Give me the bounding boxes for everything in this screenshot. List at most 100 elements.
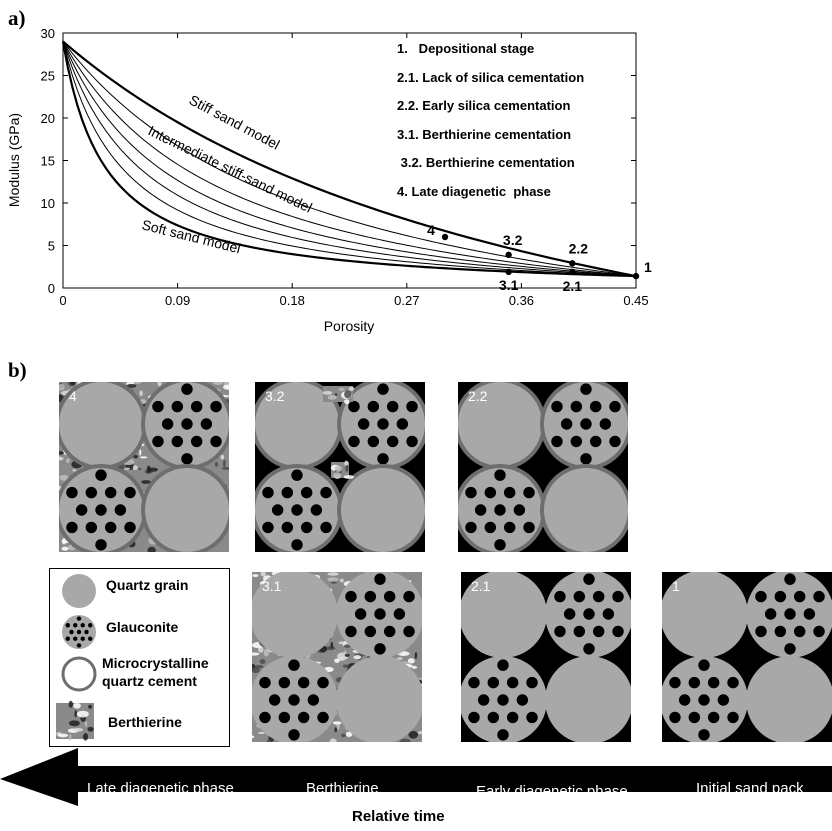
tile-stage-3-1: 3.1 bbox=[252, 572, 422, 742]
grain-pack-3-2 bbox=[255, 382, 425, 552]
quartz-grain-3 bbox=[545, 656, 631, 742]
quartz-grain-swatch bbox=[62, 574, 96, 608]
legend-item-3-2: 3.2. Berthierine cementation bbox=[397, 155, 575, 170]
glauconite-dots-1 bbox=[755, 573, 825, 655]
model-curve-1 bbox=[62, 41, 637, 277]
y-tick-label-1: 5 bbox=[48, 239, 55, 254]
x-tick-label-5: 0.45 bbox=[623, 293, 648, 308]
x-axis-label: Porosity bbox=[324, 318, 375, 334]
glauconite-swatch-dots bbox=[65, 616, 93, 648]
legend-glauconite-text: Glauconite bbox=[106, 619, 179, 635]
x-tick-label-0: 0 bbox=[59, 293, 66, 308]
legend-quartz-text: Quartz grain bbox=[106, 577, 189, 593]
mineral-legend: Quartz grain Glauconite Microcrystalline… bbox=[49, 568, 230, 747]
glauconite-swatch bbox=[62, 615, 96, 649]
quartz-grain-3 bbox=[141, 464, 229, 552]
legend-cement-text-1: Microcrystalline bbox=[102, 655, 209, 671]
curve-label-soft: Soft sand model bbox=[140, 216, 242, 256]
y-tick-label-0: 0 bbox=[48, 281, 55, 296]
x-tick-label-4: 0.36 bbox=[509, 293, 534, 308]
grain-pack-3-1 bbox=[252, 572, 422, 742]
model-curve-5 bbox=[62, 41, 637, 277]
curve-label-intermediate: Intermediate stiff-sand model bbox=[146, 122, 315, 215]
y-tick-label-4: 20 bbox=[41, 111, 55, 126]
axis-ticks: 0 0.09 0.18 0.27 0.36 0.45 0 5 10 15 20 25 30 bbox=[41, 26, 649, 308]
model-curve-0 bbox=[62, 40, 637, 278]
data-point-2-1 bbox=[569, 268, 576, 276]
timeline-berthierine: Berthierine bbox=[306, 780, 379, 797]
tile-stage-2-2: 2.2 bbox=[458, 382, 628, 552]
model-curve-2 bbox=[62, 41, 637, 277]
quartz-grain-3 bbox=[336, 656, 422, 742]
data-point-4 bbox=[441, 233, 449, 241]
tile-label-3-1: 3.1 bbox=[262, 578, 282, 594]
glauconite-dots-2 bbox=[66, 469, 136, 551]
grain-pack-2-1 bbox=[461, 572, 631, 742]
relative-time-arrow bbox=[0, 748, 832, 806]
timeline-late: Late diagenetic phase bbox=[87, 780, 234, 797]
timeline-initial: Initial sand pack bbox=[696, 780, 804, 797]
tile-label-1: 1 bbox=[672, 578, 680, 594]
quartz-grain-0 bbox=[461, 572, 547, 658]
tile-stage-1: 1 bbox=[662, 572, 832, 742]
data-point-label-3-1: 3.1 bbox=[499, 277, 519, 293]
glauconite-dots-2 bbox=[468, 659, 538, 741]
panel-a-label: a) bbox=[8, 6, 26, 30]
arrow-shape bbox=[0, 748, 832, 806]
quartz-grain-3 bbox=[746, 656, 832, 742]
modulus-porosity-chart: 0 0.09 0.18 0.27 0.36 0.45 0 5 10 15 20 25 30 1 2.1 2.… bbox=[6, 26, 652, 334]
tile-stage-4: 4 bbox=[59, 382, 229, 552]
glauconite-dots-2 bbox=[262, 469, 332, 551]
grain-pack-2-2 bbox=[458, 382, 628, 552]
model-curve-3 bbox=[62, 41, 637, 277]
glauconite-dots-1 bbox=[345, 573, 415, 655]
grain-pack-1 bbox=[662, 572, 832, 742]
model-curves bbox=[61, 40, 637, 278]
glauconite-dots-2 bbox=[669, 659, 739, 741]
timeline-caption: Relative time bbox=[352, 808, 445, 825]
berthierine-spot-center bbox=[330, 460, 355, 479]
glauconite-dots-2 bbox=[465, 469, 535, 551]
legend-item-2-1: 2.1. Lack of silica cementation bbox=[397, 70, 584, 85]
timeline-early: Early diagenetic phase bbox=[476, 783, 628, 800]
model-curve-4 bbox=[62, 41, 637, 277]
quartz-grain-0 bbox=[252, 572, 338, 658]
legend-item-2-2: 2.2. Early silica cementation bbox=[397, 98, 570, 113]
data-points: 1 2.1 2.2 3.1 3.2 4 bbox=[427, 222, 652, 294]
x-tick-label-3: 0.27 bbox=[394, 293, 419, 308]
tile-label-2-2: 2.2 bbox=[468, 388, 488, 404]
legend-item-3-1: 3.1. Berthierine cementation bbox=[397, 127, 571, 142]
quartz-grain-0 bbox=[662, 572, 748, 658]
legend-cement-text-2: quartz cement bbox=[102, 673, 197, 689]
y-tick-label-3: 15 bbox=[41, 154, 55, 169]
quartz-grain-3 bbox=[540, 464, 628, 552]
y-tick-label-6: 30 bbox=[41, 26, 55, 41]
data-point-label-3-2: 3.2 bbox=[503, 232, 523, 248]
data-point-3-2 bbox=[505, 251, 512, 259]
y-tick-label-5: 25 bbox=[41, 69, 55, 84]
glauconite-dots-1 bbox=[554, 573, 624, 655]
cement-swatch bbox=[61, 656, 97, 692]
tile-label-4: 4 bbox=[69, 388, 77, 404]
legend-swatches bbox=[56, 574, 97, 741]
glauconite-dots-1 bbox=[348, 383, 418, 465]
data-point-label-2-1: 2.1 bbox=[563, 278, 583, 294]
model-curve-6 bbox=[61, 41, 637, 278]
berthierine-swatch-texture bbox=[56, 700, 94, 741]
tile-label-2-1: 2.1 bbox=[471, 578, 491, 594]
berthierine-spot-top bbox=[322, 386, 355, 405]
x-tick-label-2: 0.18 bbox=[280, 293, 305, 308]
berthierine-swatch bbox=[56, 700, 94, 741]
legend-item-1: 1. Depositional stage bbox=[397, 41, 534, 56]
curve-label-stiff: Stiff sand model bbox=[187, 92, 283, 153]
chart-legend: 1. Depositional stage 2.1. Lack of silic… bbox=[397, 41, 584, 199]
data-point-1 bbox=[632, 272, 640, 280]
legend-berthierine-text: Berthierine bbox=[108, 714, 182, 730]
data-point-2-2 bbox=[569, 260, 576, 267]
legend-item-4: 4. Late diagenetic phase bbox=[397, 184, 551, 199]
data-point-3-1 bbox=[505, 268, 512, 276]
data-point-label-1: 1 bbox=[644, 259, 652, 275]
y-axis-label: Modulus (GPa) bbox=[6, 113, 22, 207]
data-point-label-4: 4 bbox=[427, 222, 435, 238]
y-tick-label-2: 10 bbox=[41, 196, 55, 211]
